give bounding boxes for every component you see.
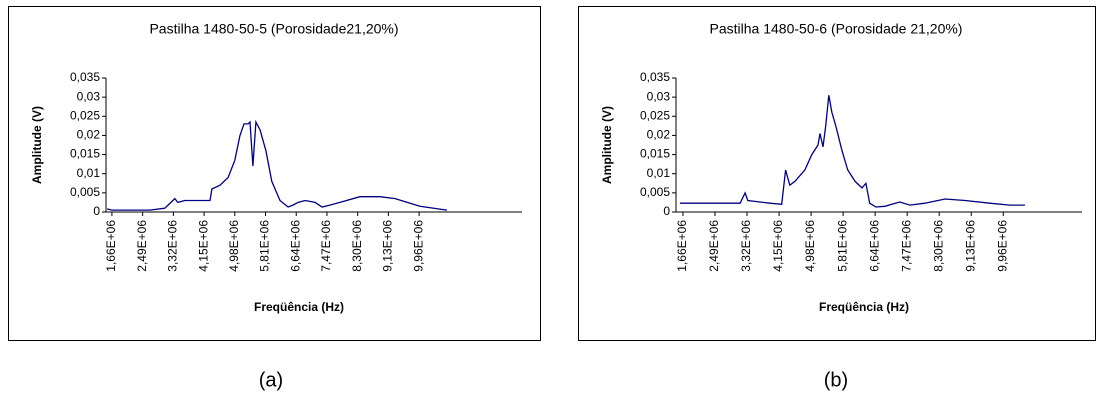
x-axis-title: Freqüência (Hz)	[819, 300, 909, 314]
x-tick-label: 9,13E+06	[381, 220, 395, 272]
x-tick-label: 1,66E+06	[675, 220, 689, 272]
y-tick-label: 0,005	[640, 185, 670, 199]
y-tick-label: 0,01	[647, 166, 671, 180]
y-tick-label: 0	[663, 204, 670, 218]
x-tick-label: 5,81E+06	[258, 220, 272, 272]
y-tick-label: 0,015	[640, 147, 670, 161]
x-tick-label: 4,98E+06	[803, 220, 817, 272]
x-tick-label: 9,96E+06	[995, 220, 1009, 272]
x-tick-label: 4,15E+06	[196, 220, 210, 272]
data-line	[679, 95, 1025, 208]
y-tick-label: 0,02	[647, 128, 671, 142]
x-tick-label: 6,64E+06	[867, 220, 881, 272]
chart-title: Pastilha 1480-50-6 (Porosidade 21,20%)	[710, 21, 963, 37]
y-axis-title: Amplitude (V)	[30, 106, 44, 184]
y-tick-label: 0,015	[70, 147, 100, 161]
x-tick-label: 7,47E+06	[319, 220, 333, 272]
x-tick-label: 6,64E+06	[288, 220, 302, 272]
y-tick-label: 0,005	[70, 185, 100, 199]
x-tick-label: 3,32E+06	[739, 220, 753, 272]
x-tick-label: 9,13E+06	[963, 220, 977, 272]
x-tick-label: 1,66E+06	[104, 220, 118, 272]
caption: (b)	[824, 369, 848, 391]
y-tick-label: 0,03	[77, 89, 101, 103]
x-tick-label: 4,98E+06	[227, 220, 241, 272]
y-axis-title: Amplitude (V)	[600, 106, 614, 184]
y-tick-label: 0,035	[640, 70, 670, 84]
y-tick-label: 0,02	[77, 128, 101, 142]
x-tick-label: 7,47E+06	[899, 220, 913, 272]
y-tick-label: 0,035	[70, 70, 100, 84]
caption: (a)	[259, 369, 283, 391]
x-tick-label: 5,81E+06	[835, 220, 849, 272]
x-tick-label: 8,30E+06	[931, 220, 945, 272]
x-tick-label: 3,32E+06	[166, 220, 180, 272]
y-tick-label: 0,025	[70, 108, 100, 122]
x-tick-label: 2,49E+06	[135, 220, 149, 272]
chart-frame	[8, 6, 541, 341]
data-line	[106, 119, 447, 211]
x-tick-label: 4,15E+06	[771, 220, 785, 272]
x-tick-label: 2,49E+06	[707, 220, 721, 272]
y-tick-label: 0	[93, 204, 100, 218]
x-tick-label: 8,30E+06	[350, 220, 364, 272]
x-axis-title: Freqüência (Hz)	[254, 300, 344, 314]
x-tick-label: 9,96E+06	[411, 220, 425, 272]
y-tick-label: 0,025	[640, 108, 670, 122]
chart-title: Pastilha 1480-50-5 (Porosidade21,20%)	[149, 21, 398, 37]
chart-frame	[578, 6, 1096, 341]
y-tick-label: 0,03	[647, 89, 671, 103]
y-tick-label: 0,01	[77, 166, 101, 180]
